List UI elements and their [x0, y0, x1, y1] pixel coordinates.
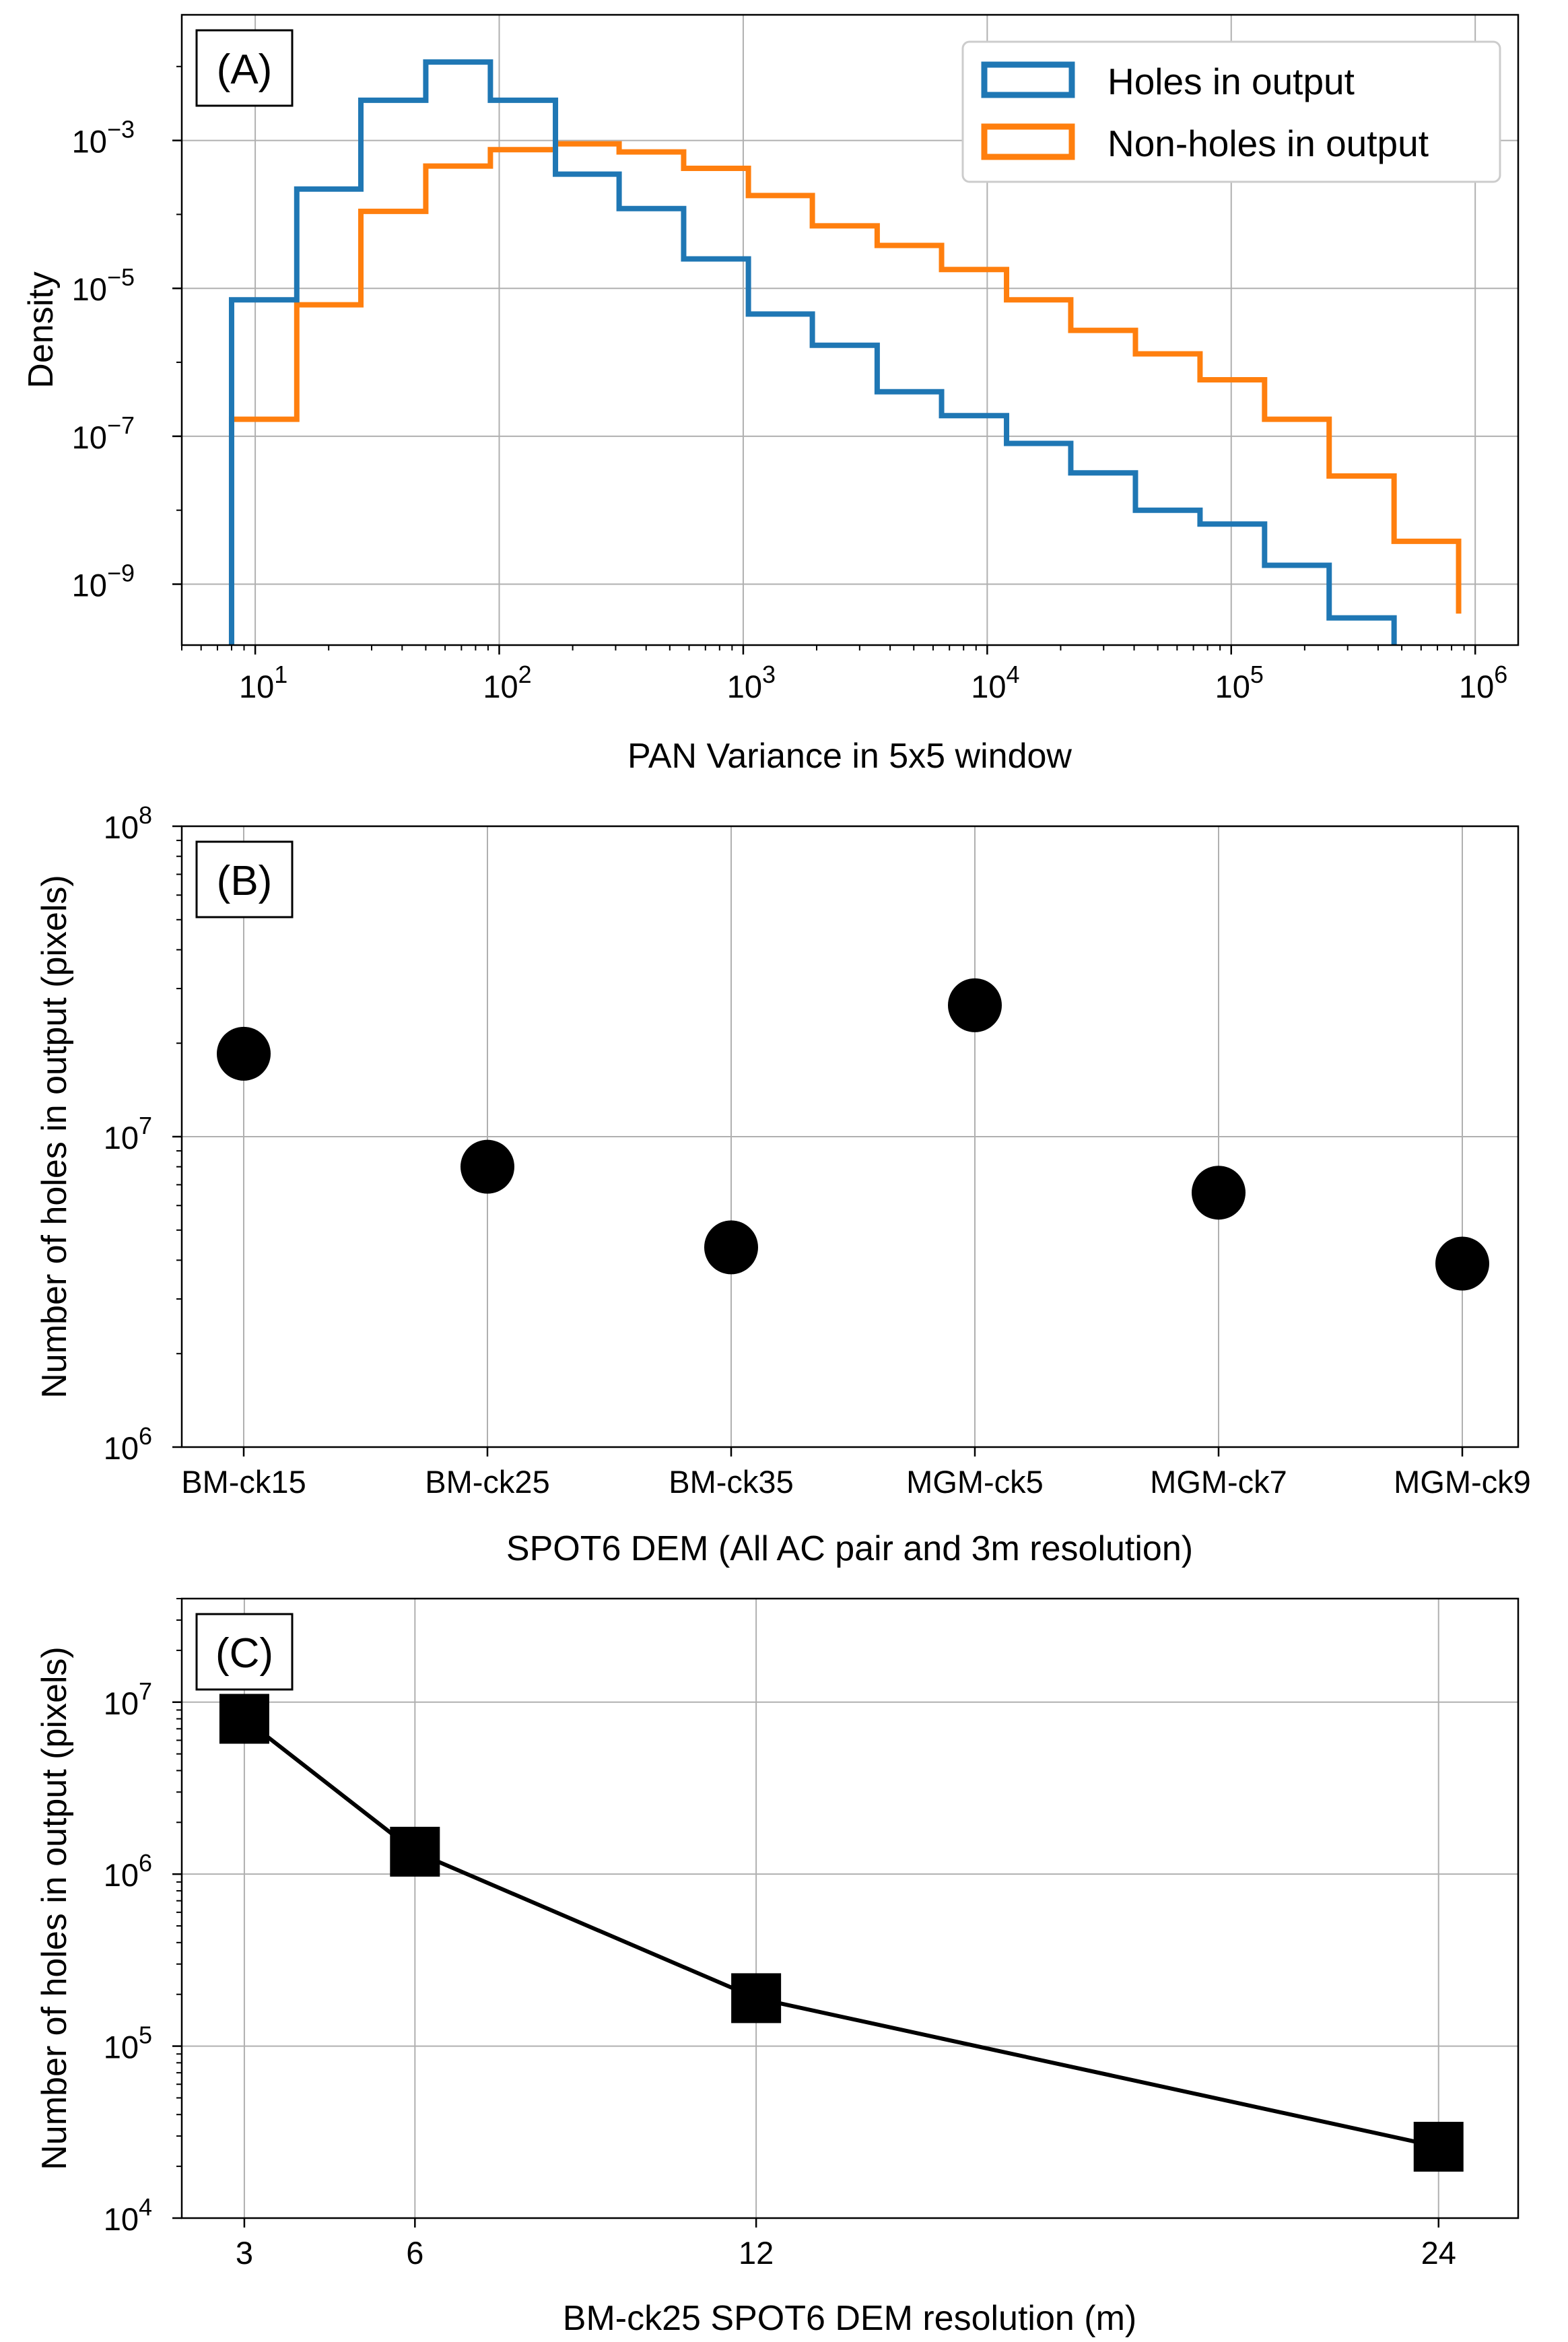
panel-a-legend: Holes in output Non-holes in output [961, 40, 1501, 183]
panel-c-marker-3m [219, 1694, 269, 1744]
panel-c: 3 6 12 24 104 105 106 107 BM-ck25 SPOT6 DEM re… [35, 1597, 1520, 2338]
panel-b-label-text: (B) [217, 858, 273, 904]
panel-b: BM-ck15 BM-ck25 BM-ck35 MGM-ck5 MGM-ck7 MGM-c… [35, 801, 1531, 1568]
panel-c-x-tick-label: 24 [1421, 2235, 1456, 2271]
panel-c-x-tick-label: 3 [236, 2235, 253, 2271]
legend-swatch-holes [981, 61, 1075, 98]
panel-c-x-tick-label: 12 [739, 2235, 774, 2271]
panel-c-axes-frame [180, 1597, 1520, 2219]
panel-b-y-ticks: 106 107 108 [104, 801, 182, 1466]
panel-c-line [243, 1717, 1439, 2149]
panel-a-axes-frame [180, 13, 1520, 646]
panel-c-marker-24m [1413, 2122, 1464, 2172]
panel-b-x-tick-label: MGM-ck9 [1394, 1464, 1531, 1500]
panel-b-x-tick-label: BM-ck35 [669, 1464, 793, 1500]
panel-c-series [219, 1694, 1464, 2172]
panel-c-y-tick-label: 104 [104, 2193, 152, 2237]
legend-swatch-non-holes [981, 123, 1075, 160]
panel-a-x-tick-label: 105 [1215, 661, 1264, 704]
holes-histogram-line [228, 59, 1397, 645]
panel-b-x-tick-label: MGM-ck5 [906, 1464, 1044, 1500]
panel-a-x-tick-label: 103 [727, 661, 776, 704]
panel-b-point-mgm-ck7 [1192, 1166, 1246, 1220]
panel-b-label: (B) [195, 840, 294, 918]
panel-c-y-tick-label: 105 [104, 2021, 152, 2065]
panel-a-x-tick-label: 104 [971, 661, 1019, 704]
legend-label-non-holes: Non-holes in output [1107, 123, 1429, 164]
panel-b-label-box [195, 840, 294, 918]
panel-a-label-box [195, 29, 294, 107]
panel-b-y-axis-label: Number of holes in output (pixels) [35, 875, 74, 1399]
panel-a-y-tick-label: 10−7 [72, 411, 135, 455]
panel-a-label: (A) [195, 29, 294, 107]
panel-b-points [217, 978, 1489, 1291]
panel-a: 101 102 103 104 105 106 10−3 10−5 10−7 10−9 PAN … [22, 13, 1520, 776]
panel-b-y-tick-label: 107 [104, 1112, 152, 1156]
panel-c-gridlines [182, 1599, 1518, 2219]
panel-c-y-tick-label: 107 [104, 1677, 152, 1721]
panel-b-point-bm-ck15 [217, 1026, 271, 1081]
panel-b-point-bm-ck25 [461, 1139, 514, 1194]
panel-a-y-tick-label: 10−5 [72, 263, 135, 307]
panel-b-y-tick-label: 106 [104, 1422, 152, 1466]
panel-a-label-text: (A) [217, 46, 273, 93]
panel-c-y-tick-label: 106 [104, 1849, 152, 1893]
panel-c-x-ticks: 3 6 12 24 [236, 2218, 1456, 2271]
panel-a-x-tick-label: 101 [239, 661, 287, 704]
panel-b-x-axis-label: SPOT6 DEM (All AC pair and 3m resolution… [506, 1529, 1193, 1568]
legend-label-holes: Holes in output [1107, 61, 1355, 102]
panel-c-label: (C) [195, 1613, 294, 1691]
panel-a-y-axis-label: Density [22, 271, 61, 388]
panel-a-y-ticks: 10−3 10−5 10−7 10−9 [72, 65, 182, 603]
legend-frame [961, 40, 1501, 183]
panel-b-x-tick-label: BM-ck15 [181, 1464, 306, 1500]
non-holes-histogram-line [228, 141, 1462, 645]
panel-b-point-bm-ck35 [704, 1220, 758, 1275]
panel-a-histograms [228, 59, 1462, 645]
panel-a-x-ticks: 101 102 103 104 105 106 [181, 645, 1507, 704]
panel-b-point-mgm-ck5 [948, 978, 1002, 1032]
panel-c-x-tick-label: 6 [406, 2235, 423, 2271]
panel-c-y-axis-label: Number of holes in output (pixels) [35, 1646, 74, 2170]
panel-a-y-tick-label: 10−9 [72, 560, 135, 603]
panel-a-x-tick-label: 102 [483, 661, 531, 704]
panel-a-x-axis-label: PAN Variance in 5x5 window [627, 737, 1072, 776]
panel-c-marker-6m [390, 1826, 440, 1877]
panel-b-x-tick-label: MGM-ck7 [1150, 1464, 1287, 1500]
panel-c-label-box [195, 1613, 294, 1691]
panel-b-point-mgm-ck9 [1435, 1236, 1489, 1291]
panel-c-x-axis-label: BM-ck25 SPOT6 DEM resolution (m) [563, 2299, 1136, 2338]
panel-c-label-text: (C) [215, 1630, 273, 1677]
panel-c-y-ticks: 104 105 106 107 [104, 1598, 182, 2237]
panel-b-y-tick-label: 108 [104, 801, 152, 845]
panel-a-y-tick-label: 10−3 [72, 116, 135, 160]
panel-b-x-tick-label: BM-ck25 [425, 1464, 549, 1500]
panel-b-x-ticks: BM-ck15 BM-ck25 BM-ck35 MGM-ck5 MGM-ck7 MGM-c… [181, 1447, 1531, 1500]
panel-a-x-tick-label: 106 [1459, 661, 1507, 704]
panel-c-marker-12m [731, 1973, 782, 2023]
